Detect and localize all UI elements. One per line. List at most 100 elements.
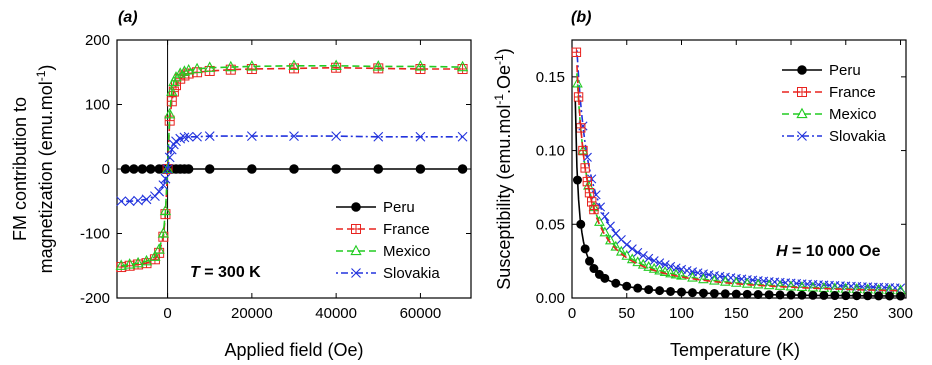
panel-b-point-slovakia-14 [649, 256, 659, 266]
panel-b-xtick-label-6: 300 [888, 305, 913, 322]
panel-b-point-peru-7 [600, 273, 610, 283]
panel-b-point-slovakia-19 [676, 264, 687, 274]
panel-b-point-slovakia-16 [660, 260, 670, 270]
panel-b-point-peru-31 [863, 291, 873, 301]
panel-a-point-mexico-14 [178, 65, 191, 76]
panel-a-point-peru-17 [415, 164, 426, 174]
panel-a-ylabel-line2: magnetization (emu.mol-1) [34, 65, 56, 274]
panel-b-point-france-1-plus [574, 92, 583, 102]
panel-b-point-france-7-plus [587, 197, 596, 207]
panel-b-series-peru [572, 101, 906, 301]
panel-b-point-peru-2 [576, 219, 586, 229]
panel-a-point-france-24-plus [458, 64, 468, 74]
panel-a-point-peru-18 [457, 164, 468, 174]
panel-b-point-france-3 [578, 145, 588, 156]
panel-b-ylabel-end: ) [494, 48, 514, 54]
panel-b-xtick-label-1: 50 [618, 305, 635, 322]
panel-b-point-france-1 [573, 92, 584, 102]
panel-a-point-france-10 [166, 96, 177, 107]
panel-b-point-peru-10 [633, 283, 643, 293]
panel-b-series [571, 47, 906, 301]
panel-a-ylabel-end: ) [36, 65, 56, 71]
panel-b-point-peru-14 [677, 287, 686, 297]
panel-a-label: (a) [118, 9, 138, 26]
panel-a-point-slovakia-3 [141, 194, 152, 205]
panel-a-point-france-24 [457, 64, 468, 75]
panel-a-legend: Peru France Mexico Slovakia [336, 199, 440, 282]
panel-a-point-mexico-15 [182, 63, 195, 75]
panel-a-point-mexico-5 [153, 243, 165, 254]
panel-b-point-mexico-25 [741, 277, 753, 288]
panel-a-point-mexico-10 [166, 85, 178, 96]
panel-b-point-peru-3 [580, 244, 590, 254]
panel-b-point-slovakia-11 [633, 247, 643, 258]
panel-b-point-peru-13 [666, 286, 676, 296]
panel-a-legend-marker-0 [351, 202, 361, 212]
panel-b-point-mexico-15 [654, 264, 665, 275]
panel-a-annotation-rest: = 300 K [200, 264, 261, 281]
panel-b-point-slovakia-17 [665, 261, 676, 271]
panel-b-point-peru-16 [698, 288, 708, 298]
panel-b-point-france-0-plus [572, 48, 581, 57]
panel-a-point-peru-12 [204, 164, 215, 174]
panel-b-point-france-6 [584, 187, 595, 198]
panel-a-line-slovakia [121, 135, 463, 203]
panel-b-ytick-label-3: 0.15 [536, 69, 565, 86]
panel-a-point-slovakia-15 [183, 131, 194, 142]
panel-a-point-mexico-9 [164, 107, 176, 119]
panel-a-point-mexico-4 [149, 250, 161, 261]
panel-a-xtick-label-0: 0 [163, 305, 171, 322]
panel-b-point-mexico-29 [785, 280, 797, 291]
panel-b-point-mexico-17 [665, 267, 676, 278]
panel-b-point-mexico-22 [709, 274, 720, 285]
panel-b-point-peru-4 [585, 256, 595, 266]
panel-b-series-france [571, 47, 901, 292]
panel-a-annotation: T = 300 K [190, 264, 261, 281]
panel-b-legend-marker-1 [797, 87, 807, 97]
panel-a-point-slovakia-17 [204, 131, 215, 141]
panel-b-point-peru-32 [874, 291, 884, 301]
panel-a-series-mexico [115, 59, 469, 270]
panel-a-point-mexico-21 [330, 59, 342, 70]
panel-a-series-peru [120, 164, 468, 174]
panel-a-point-france-18-plus [226, 65, 236, 75]
panel-b-point-peru-20 [742, 289, 752, 299]
panel-b-point-mexico-28 [774, 279, 786, 290]
panel-b-point-france-7 [587, 197, 597, 207]
panel-b-line-france [576, 65, 901, 292]
panel-a-ytick-label-1: -100 [80, 226, 110, 243]
panel-a-point-mexico-20 [288, 59, 300, 70]
panel-a-point-slovakia-7 [160, 173, 171, 184]
panel-a-point-france-21 [331, 62, 342, 73]
panel-a-point-slovakia-2 [133, 195, 143, 206]
panel-a-point-peru-15 [331, 164, 341, 174]
panel-a-point-slovakia-23 [457, 131, 468, 142]
panel-b-point-peru-19 [731, 289, 741, 299]
panel-b-point-mexico-4 [594, 215, 605, 226]
panel-b-point-mexico-18 [670, 268, 682, 279]
panel-a-legend-label-3: Slovakia [383, 265, 440, 282]
panel-b-ylabel-sup1: -1 [492, 94, 506, 105]
panel-b-point-peru-17 [709, 288, 719, 298]
panel-b-xtick-label-0: 0 [568, 305, 576, 322]
panel-b-point-mexico-8 [615, 245, 627, 256]
panel-b-point-france-8 [589, 204, 599, 215]
panel-a-point-slovakia-10 [166, 144, 177, 155]
panel-a-xtick-label-3: 60000 [400, 305, 442, 322]
panel-a-point-mexico-18 [225, 60, 237, 72]
panel-b-point-france-6-plus [585, 188, 594, 197]
panel-a-point-france-19-plus [247, 64, 257, 74]
panel-a-legend-label-2: Mexico [383, 243, 431, 260]
panel-a-ticks: 0 20000 40000 60000 -200 -100 0 100 200 [80, 32, 471, 322]
panel-b-legend-label-3: Slovakia [829, 128, 886, 145]
panel-b-point-peru-33 [885, 291, 895, 301]
panel-a-point-mexico-7 [159, 204, 172, 216]
panel-a-point-mexico-6 [157, 227, 170, 238]
panel-a-ytick-label-2: 0 [102, 161, 110, 178]
panel-b-point-mexico-27 [763, 279, 775, 290]
panel-b-point-slovakia-9 [622, 240, 632, 250]
panel-b-point-mexico-20 [687, 271, 698, 282]
panel-a-point-peru-16 [373, 164, 384, 174]
panel-b-point-slovakia-18 [671, 263, 681, 273]
panel-b-point-slovakia-15 [655, 258, 665, 268]
